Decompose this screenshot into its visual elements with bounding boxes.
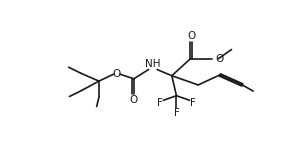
Text: O: O [215,54,223,64]
Text: O: O [187,31,195,41]
Text: F: F [173,108,179,118]
Text: F: F [190,98,196,108]
Text: NH: NH [145,59,161,69]
Text: O: O [113,69,121,79]
Text: O: O [130,95,138,105]
Text: F: F [157,98,163,108]
